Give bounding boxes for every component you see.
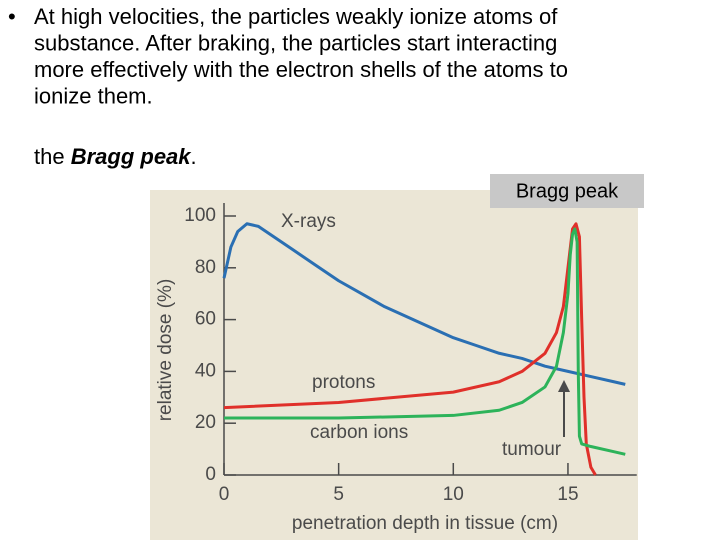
y-tick-label: 60 [195,309,216,330]
chart: 0 20 40 60 80 100 0 5 10 15 penetration depth in t… [155,203,637,534]
bullet-line: ionize them. [34,83,153,108]
arrow-head [558,380,570,392]
annotation: tumour [502,439,562,460]
series-label: carbon ions [310,422,408,443]
text: . [191,144,197,169]
y-tick-label: 40 [195,360,216,381]
y-tick-label: 20 [195,412,216,433]
bullet-line: substance. After braking, the particles … [34,30,557,55]
series-line [223,222,597,476]
emphasis: Bragg peak [71,144,193,169]
bragg-line: the Bragg peak. [34,144,197,169]
x-tick-label: 10 [443,484,464,505]
y-tick-label: 80 [195,257,216,278]
bullet: • [8,4,16,29]
series-label: protons [312,372,375,393]
callout-box [490,174,644,208]
y-tick-label: 100 [184,205,216,226]
series-line [224,227,626,456]
x-tick-label: 15 [557,484,578,505]
bullet-line: At high velocities, the particles weakly… [34,4,558,29]
x-tick-label: 5 [333,484,344,505]
y-axis-label: relative dose (%) [155,279,176,422]
bullet-text: At high velocities, the particles weakly… [34,4,568,109]
y-tick-label: 0 [205,464,216,485]
series-label: X-rays [281,211,336,232]
bullet-line: more effectively with the electron shell… [34,57,568,82]
x-axis-label: penetration depth in tissue (cm) [292,513,558,534]
text: the [34,144,71,169]
callout: Bragg peak [516,180,619,202]
x-tick-label: 0 [219,484,230,505]
